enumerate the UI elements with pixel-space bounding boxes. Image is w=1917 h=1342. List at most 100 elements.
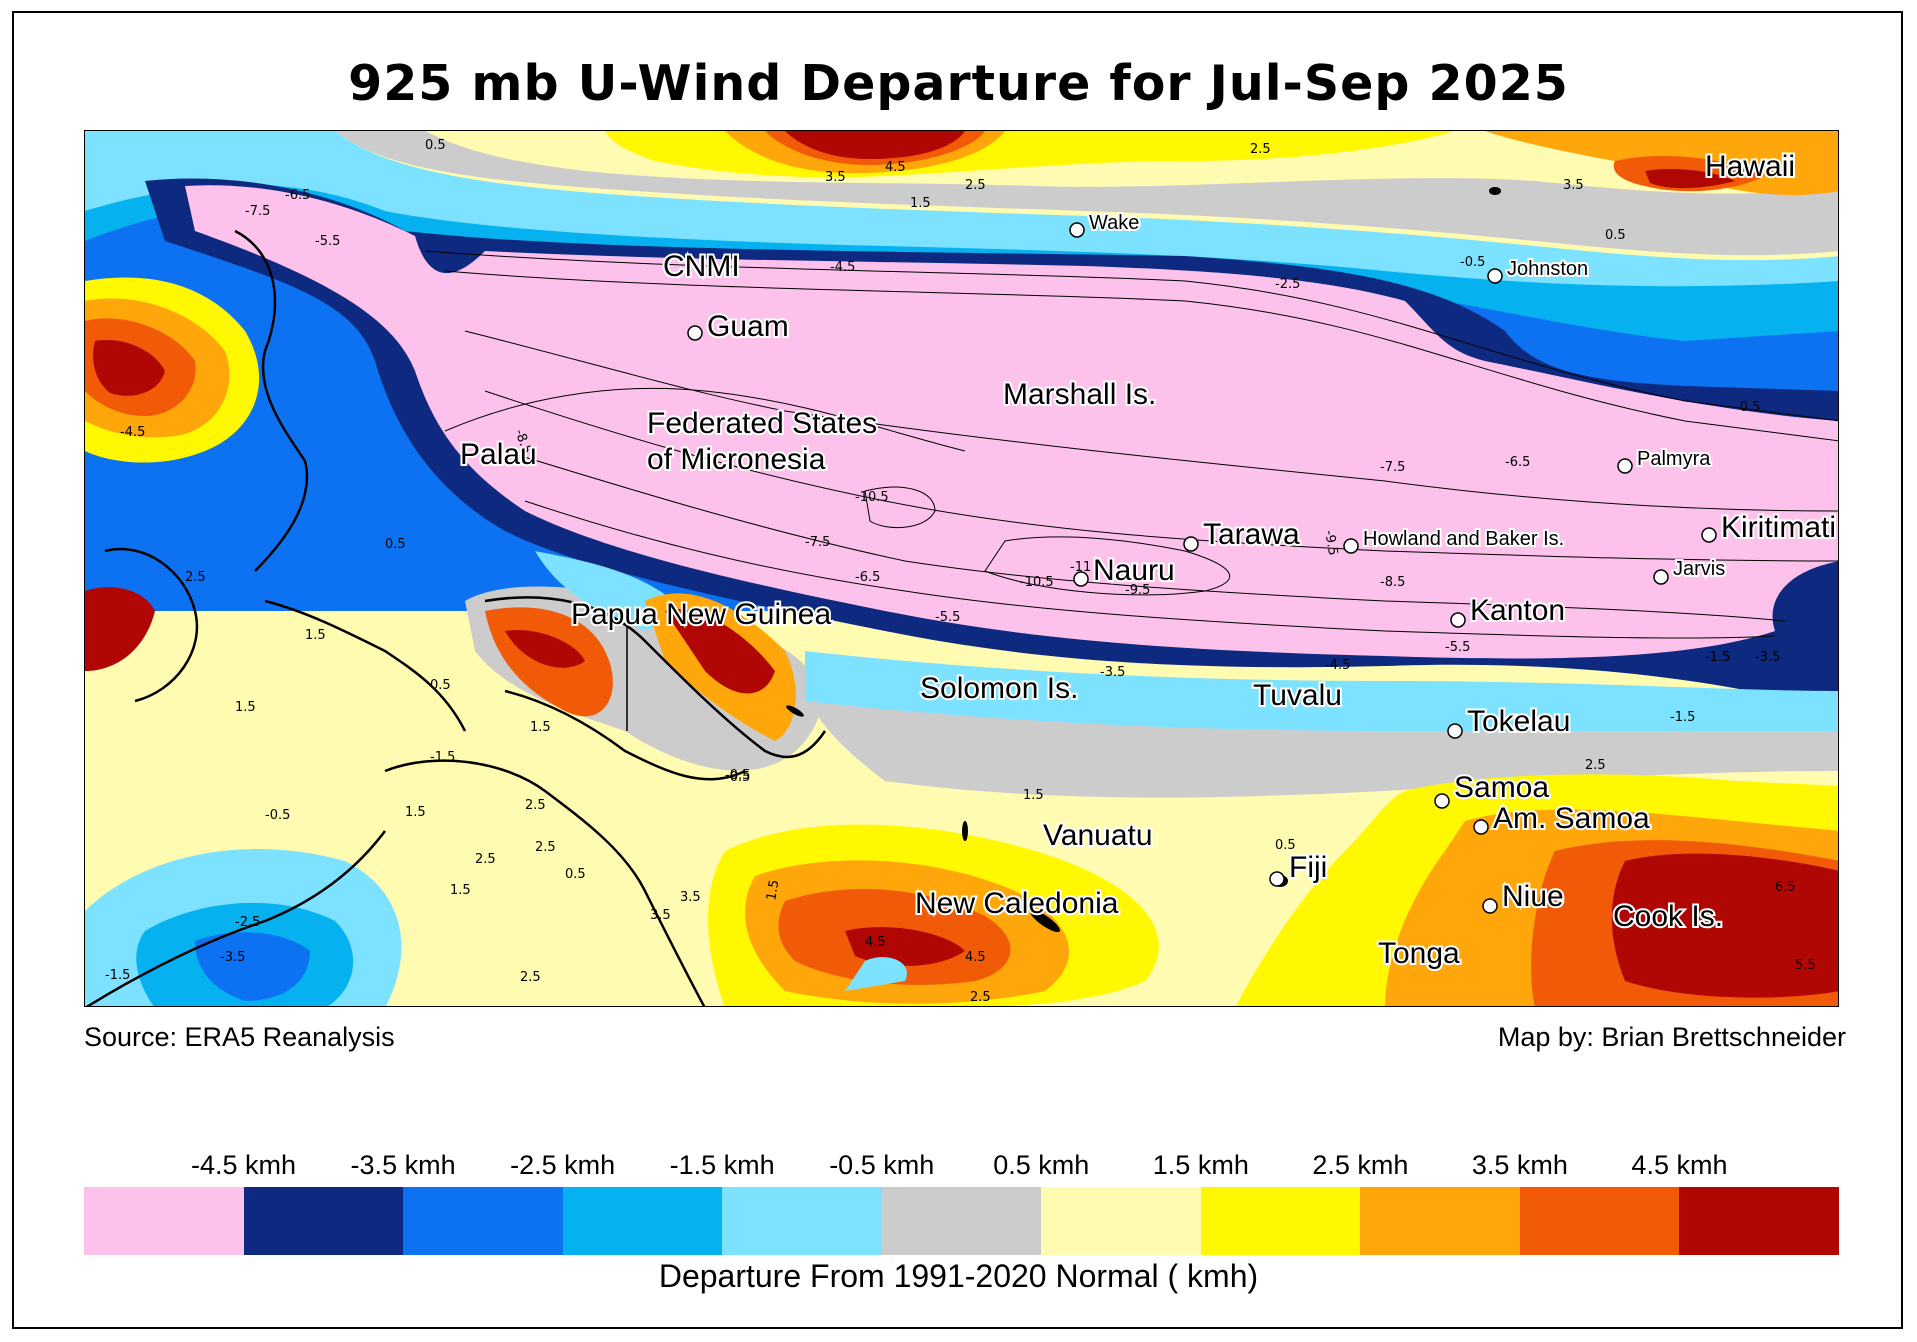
contour-label: 4.5 — [965, 950, 986, 965]
marker-palmyra — [1617, 458, 1633, 474]
label-nauru: Nauru — [1093, 554, 1175, 587]
marker-johnston — [1487, 268, 1503, 284]
new-caledonia-island — [1029, 909, 1061, 933]
band-darkred-west — [93, 340, 165, 396]
contour-label: -0.5 — [725, 770, 750, 785]
marker-kiritimati — [1701, 527, 1717, 543]
band-darkred-nc — [845, 927, 965, 966]
contour-label: -5.5 — [1445, 640, 1470, 655]
contour-label: 1.5 — [530, 720, 551, 735]
color-bar — [84, 1187, 1840, 1255]
color-bar-tick-label: -0.5 kmh — [829, 1150, 935, 1180]
band-darkblue-tail — [1783, 561, 1838, 651]
contour — [464, 330, 1838, 512]
label-samoa: Samoa — [1454, 771, 1549, 804]
contour-label: -9.5 — [1321, 529, 1340, 557]
contour-label: 0.5 — [1605, 228, 1626, 243]
label-tonga: Tonga — [1378, 937, 1460, 970]
contour-label: 1.5 — [1023, 788, 1044, 803]
coast-new-guinea-south — [504, 689, 746, 781]
contour-label: -6.5 — [1505, 455, 1530, 470]
band-darkred-png-west — [505, 630, 585, 668]
band-darkred-hawaii — [1645, 169, 1735, 189]
color-bar-swatch — [243, 1187, 404, 1255]
island-dots — [786, 187, 1501, 933]
contour — [984, 536, 1230, 596]
label-palau: Palau — [460, 438, 537, 471]
contour-label: 1.5 — [910, 196, 931, 211]
contour — [424, 250, 1838, 422]
contour-label: 3.5 — [1563, 178, 1584, 193]
contour-label: -0.5 — [1735, 400, 1760, 415]
color-bar-tick-label: 1.5 kmh — [1152, 1150, 1249, 1180]
contour-label: -10.5 — [1020, 575, 1054, 590]
band-cyan-south — [805, 651, 1838, 732]
color-bar-tick-label: 0.5 kmh — [993, 1150, 1090, 1180]
map-title: 925 mb U-Wind Departure for Jul-Sep 2025 — [348, 55, 1569, 112]
color-bar-swatch — [562, 1187, 723, 1255]
label-png: Papua New Guinea — [571, 598, 831, 631]
contour-label: 2.5 — [525, 798, 546, 813]
label-jarvis: Jarvis — [1673, 558, 1725, 580]
contour-label: -7.5 — [245, 204, 270, 219]
contour-label: -3.5 — [1100, 665, 1125, 680]
label-cook: Cook Is. — [1613, 900, 1723, 933]
label-fiji: Fiji — [1289, 851, 1327, 884]
contour-label: -4.5 — [830, 260, 855, 275]
band-darkred-png-east — [665, 609, 775, 694]
contour — [444, 387, 966, 452]
coastlines — [85, 229, 827, 1006]
color-bar-tick-label: -1.5 kmh — [669, 1150, 775, 1180]
hawaii-island — [1489, 187, 1501, 195]
contour-label: -3.5 — [220, 950, 245, 965]
color-bar-swatch — [1519, 1187, 1680, 1255]
label-hawaii: Hawaii — [1705, 150, 1795, 183]
wind-anomaly-map: 0.5 2.5 3.5 4.5 1.5 2.5 3.5 -7.5 -6.5 -5… — [85, 131, 1838, 1006]
contour-label: 5.5 — [1795, 958, 1816, 973]
marker-guam — [687, 325, 703, 341]
contour-label: -8.5 — [1380, 575, 1405, 590]
contour-label: 0.5 — [430, 678, 451, 693]
contour-label: 2.5 — [1585, 758, 1606, 773]
contour-labels: 0.5 2.5 3.5 4.5 1.5 2.5 3.5 -7.5 -6.5 -5… — [105, 138, 1816, 1005]
marker-tokelau — [1447, 723, 1463, 739]
color-bar-swatch — [881, 1187, 1042, 1255]
contour-label: -5.5 — [935, 610, 960, 625]
marker-nauru — [1073, 571, 1089, 587]
band-blue-sw — [195, 932, 310, 1001]
contour-label: -5.5 — [315, 234, 340, 249]
contour-label: -1.5 — [1705, 650, 1730, 665]
marker-jarvis — [1653, 569, 1669, 585]
color-bar-swatch — [1679, 1187, 1840, 1255]
band-darkred-north — [785, 131, 965, 160]
coast-australia-west — [85, 830, 386, 1006]
label-solomon: Solomon Is. — [920, 672, 1078, 705]
contour-label: 2.5 — [965, 178, 986, 193]
source-note: Source: ERA5 Reanalysis — [84, 1022, 395, 1052]
contour-label: 1.5 — [450, 883, 471, 898]
contour-label: -0.5 — [725, 768, 750, 783]
label-fsm-1: Federated States — [647, 407, 877, 440]
solomon-island — [786, 705, 804, 717]
marker-fiji — [1269, 871, 1285, 887]
contour-label: -0.5 — [1460, 255, 1485, 270]
contour-label: 2.5 — [535, 840, 556, 855]
color-bar-swatch — [84, 1187, 244, 1255]
contour-label: -4.5 — [120, 425, 145, 440]
place-labels: Hawaii Wake Johnston CNMI Guam Marshall … — [458, 148, 1838, 972]
marker-kanton — [1450, 612, 1466, 628]
contour-label: 2.5 — [185, 570, 206, 585]
contour-label: -4.5 — [1325, 658, 1350, 673]
color-bar-tick-label: 3.5 kmh — [1471, 1150, 1568, 1180]
label-new-caledonia: New Caledonia — [915, 887, 1119, 920]
color-bar-swatch — [403, 1187, 563, 1255]
marker-am-samoa — [1473, 819, 1489, 835]
label-niue: Niue — [1502, 880, 1564, 913]
contour-label: 1.5 — [764, 879, 782, 902]
contour-label: 0.5 — [385, 537, 406, 552]
contour-label: -3.5 — [1755, 650, 1780, 665]
contour-label: -6.5 — [285, 188, 310, 203]
label-am-samoa: Am. Samoa — [1493, 802, 1650, 835]
contour-label: 3.5 — [680, 890, 701, 905]
contour-label: 0.5 — [565, 867, 586, 882]
